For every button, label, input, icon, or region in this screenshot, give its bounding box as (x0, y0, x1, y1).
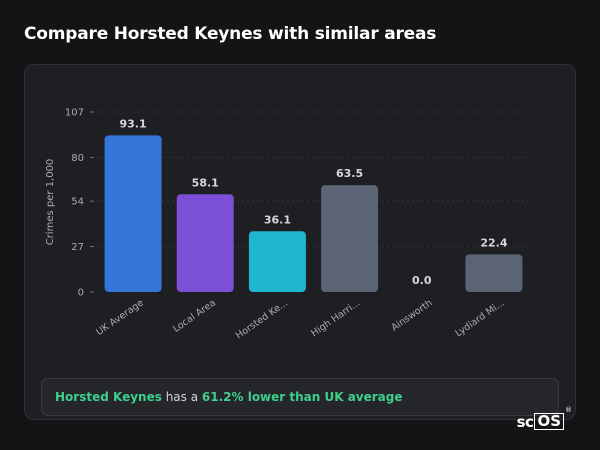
y-tick-label: 80 (71, 153, 84, 164)
bar[interactable] (104, 135, 162, 292)
bars: 93.1 UK Average 58.1 Local Area 36.1 Horsted … (94, 117, 523, 341)
summary-area-name: Horsted Keynes (55, 390, 162, 404)
x-category-label: High Harri... (309, 297, 362, 339)
logo-text-os: OS (534, 413, 564, 430)
summary-box: Horsted Keynes has a 61.2% lower than UK… (41, 378, 559, 416)
y-axis-label: Crimes per 1,000 (45, 159, 56, 246)
scos-logo: sc OS ® (516, 407, 572, 431)
bar[interactable] (248, 231, 306, 292)
bar-value-label: 93.1 (120, 117, 147, 130)
grid-lines (97, 111, 530, 248)
x-category-label: Local Area (171, 297, 218, 334)
logo-text-sc: sc (516, 413, 534, 431)
summary-comparison: 61.2% lower than UK average (201, 390, 403, 404)
registered-mark: ® (565, 406, 572, 414)
page-title: Compare Horsted Keynes with similar area… (24, 24, 437, 44)
bar[interactable] (176, 194, 234, 292)
x-category-label: Ainsworth (389, 297, 434, 333)
summary-text: has a (161, 390, 202, 404)
bar-value-label: 0.0 (412, 274, 432, 287)
y-tick-label: 0 (78, 288, 84, 299)
y-tick-label: 107 (65, 108, 84, 119)
bar-value-label: 36.1 (264, 213, 291, 226)
y-tick-label: 27 (71, 242, 84, 253)
y-tick-label: 54 (71, 197, 84, 208)
x-category-label: Lydiard Mi... (453, 297, 506, 339)
chart-card: 0 27 54 80 107 Crimes per 1,000 93.1 UK Avera… (24, 64, 576, 420)
bar-value-label: 58.1 (192, 176, 219, 189)
y-axis: 0 27 54 80 107 (65, 108, 94, 299)
x-category-label: UK Average (94, 297, 146, 338)
bar-value-label: 63.5 (336, 167, 363, 180)
x-category-label: Horsted Ke... (234, 297, 290, 341)
bar-value-label: 22.4 (480, 236, 507, 249)
bar[interactable] (321, 185, 379, 292)
bar[interactable] (465, 254, 523, 292)
bar-chart: 0 27 54 80 107 Crimes per 1,000 93.1 UK Avera… (45, 108, 530, 341)
